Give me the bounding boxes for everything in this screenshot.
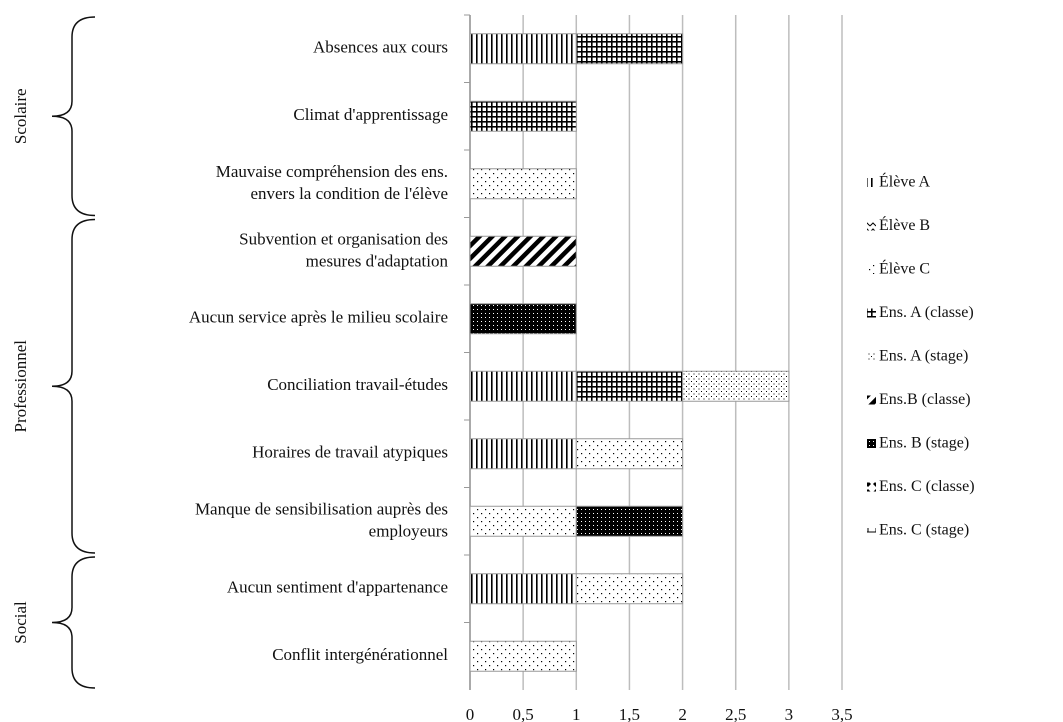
bar-segment bbox=[469, 573, 577, 605]
legend-swatch bbox=[867, 482, 876, 492]
x-tick-label: 1,5 bbox=[619, 705, 640, 722]
group-label: Social bbox=[11, 601, 30, 644]
legend-label: Ens.B (classe) bbox=[879, 391, 971, 408]
category-label: Mauvaise compréhension des ens. envers la… bbox=[216, 162, 448, 203]
bar-segment bbox=[469, 370, 577, 402]
bar-segment bbox=[575, 370, 684, 402]
category-label: Conciliation travail-études bbox=[267, 375, 448, 394]
legend-swatch bbox=[867, 221, 876, 231]
bar-segment bbox=[575, 505, 684, 537]
legend-swatch bbox=[867, 526, 876, 535]
bar-segment bbox=[469, 505, 577, 537]
legend-label: Ens. A (classe) bbox=[879, 304, 974, 321]
category-label: Aucun sentiment d'appartenance bbox=[227, 578, 448, 597]
legend-swatch bbox=[867, 265, 876, 274]
bar-segment bbox=[469, 303, 577, 335]
group-brace bbox=[51, 556, 96, 689]
legend-swatch bbox=[867, 395, 876, 405]
bar-segment bbox=[469, 33, 577, 65]
group-brace bbox=[51, 218, 96, 554]
x-tick-label: 2 bbox=[678, 705, 687, 722]
x-tick-label: 2,5 bbox=[725, 705, 746, 722]
bar-segment bbox=[575, 573, 684, 605]
bar-segment bbox=[469, 100, 577, 132]
legend-swatch bbox=[867, 308, 876, 318]
category-label: Climat d'apprentissage bbox=[293, 105, 448, 124]
legend-swatch bbox=[867, 352, 876, 361]
group-label: Scolaire bbox=[11, 88, 30, 144]
category-label: Subvention et organisation des mesures d'… bbox=[239, 229, 448, 270]
legend-label: Ens. C (stage) bbox=[879, 522, 969, 539]
group-brace bbox=[51, 16, 96, 217]
x-tick-label: 0,5 bbox=[513, 705, 534, 722]
bar-segment bbox=[469, 640, 577, 672]
bar-segment bbox=[469, 235, 577, 267]
x-tick-label: 3,5 bbox=[831, 705, 852, 722]
category-label: Absences aux cours bbox=[313, 38, 448, 57]
legend-label: Élève A bbox=[879, 172, 931, 191]
legend-swatch bbox=[867, 178, 876, 187]
category-label: Conflit intergénérationnel bbox=[272, 645, 448, 664]
category-label: Aucun service après le milieu scolaire bbox=[189, 308, 448, 327]
legend-label: Ens. B (stage) bbox=[879, 435, 969, 452]
legend-label: Élève B bbox=[879, 215, 930, 234]
bar-segment bbox=[469, 168, 577, 200]
legend-label: Élève C bbox=[879, 259, 930, 278]
legend-label: Ens. C (classe) bbox=[879, 478, 975, 495]
x-tick-label: 0 bbox=[466, 705, 475, 722]
bar-segment bbox=[575, 438, 684, 470]
bar-segment bbox=[682, 370, 790, 402]
group-label: Professionnel bbox=[11, 340, 30, 433]
bar-segment bbox=[469, 438, 577, 470]
legend: Élève A Élève B Élève C Ens. A (classe) Ens.… bbox=[867, 172, 975, 539]
bar-segment bbox=[575, 33, 684, 65]
category-label: Manque de sensibilisation auprès des empl… bbox=[195, 499, 448, 540]
category-label: Horaires de travail atypiques bbox=[252, 443, 448, 462]
x-tick-label: 1 bbox=[572, 705, 581, 722]
legend-swatch bbox=[867, 439, 876, 448]
x-tick-label: 3 bbox=[785, 705, 794, 722]
legend-label: Ens. A (stage) bbox=[879, 348, 968, 365]
